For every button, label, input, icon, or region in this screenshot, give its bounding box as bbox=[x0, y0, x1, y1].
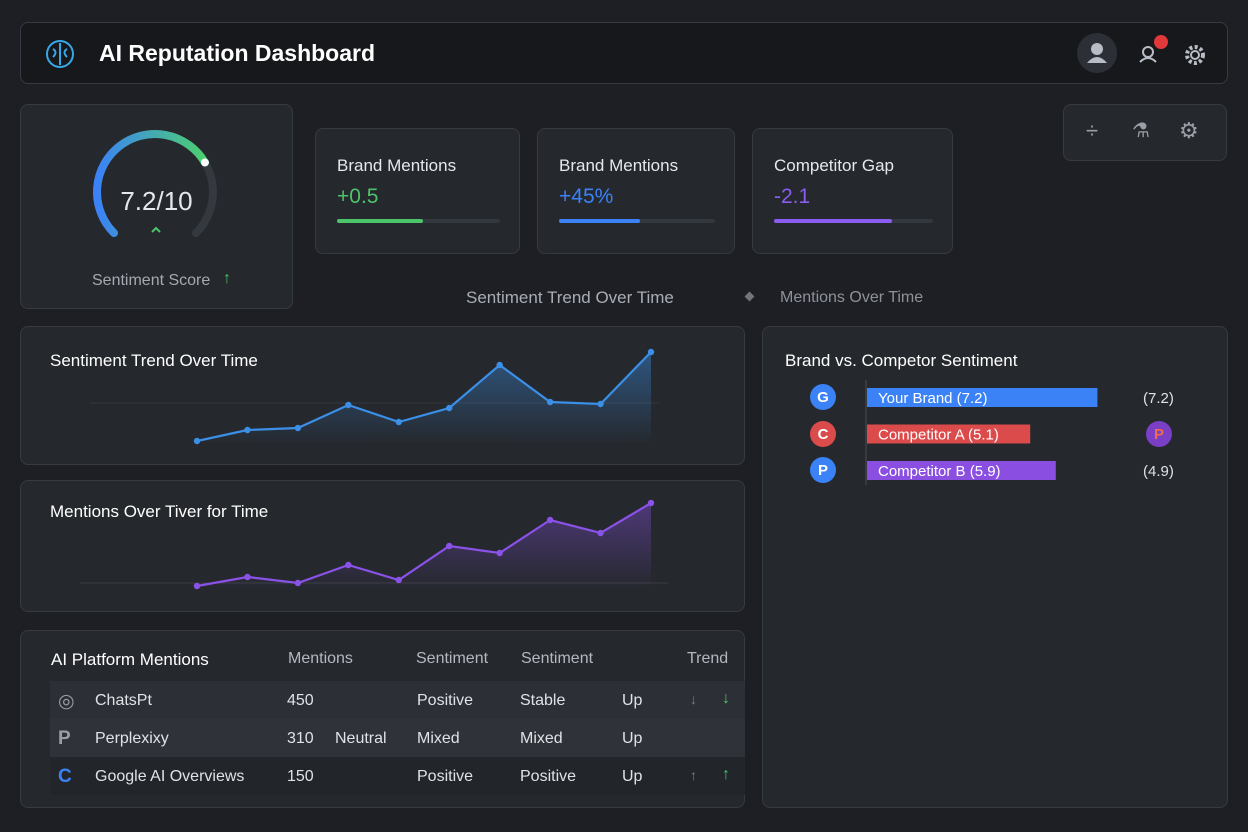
tab[interactable]: Mentions Over Time bbox=[780, 290, 923, 306]
chart-title: Mentions Over Tiver for Time bbox=[50, 503, 268, 520]
score-text: 7.2/10 bbox=[21, 188, 292, 214]
cell: Mixed bbox=[417, 730, 460, 748]
cell: 310 bbox=[287, 730, 314, 748]
cell: 150 bbox=[287, 768, 314, 786]
gear-tool[interactable]: ⚙ bbox=[1179, 120, 1199, 142]
kpi-title: Brand Mentions bbox=[559, 156, 678, 176]
up-arrow: ↑ bbox=[223, 271, 231, 287]
comparison-card: Brand vs. Competor Sentiment G C P P bbox=[762, 326, 1228, 808]
kpi-value: +0.5 bbox=[337, 185, 378, 209]
tools-card: ÷ ⚗ ⚙ bbox=[1063, 104, 1227, 161]
kpi-title: Competitor Gap bbox=[774, 156, 894, 176]
cell: 450 bbox=[287, 692, 314, 710]
google-icon: G bbox=[810, 384, 836, 410]
platform-icon: C bbox=[58, 766, 72, 788]
gauge-card: 7.2/10 Sentiment Score ↑ bbox=[20, 104, 293, 309]
table-row[interactable]: C Google AI Overviews 150 Positive Positive U… bbox=[50, 757, 745, 795]
cell: Perplexixy bbox=[95, 730, 169, 748]
header: AI Reputation Dashboard bbox=[20, 22, 1228, 84]
title: AI Reputation Dashboard bbox=[99, 42, 375, 65]
trend-arrow: ↑ bbox=[690, 767, 697, 783]
progress-track bbox=[774, 219, 933, 223]
kpi-title: Brand Mentions bbox=[337, 156, 456, 176]
cell: Neutral bbox=[335, 730, 387, 748]
flask-tool[interactable]: ⚗ bbox=[1132, 121, 1150, 141]
cell: Up bbox=[622, 768, 642, 786]
kpi-card: Brand Mentions +0.5 bbox=[315, 128, 520, 254]
cell: Positive bbox=[417, 768, 473, 786]
column-header: Mentions bbox=[288, 651, 353, 667]
divide-tool[interactable]: ÷ bbox=[1086, 120, 1098, 142]
cell: Up bbox=[622, 692, 642, 710]
progress-fill bbox=[774, 219, 892, 223]
profile-button[interactable] bbox=[1077, 33, 1117, 73]
cell: Mixed bbox=[520, 730, 563, 748]
cell: Stable bbox=[520, 692, 565, 710]
perplexity-icon: P bbox=[1146, 421, 1172, 447]
perplexity-icon: P bbox=[810, 457, 836, 483]
cell: Positive bbox=[417, 692, 473, 710]
competitor-icon: C bbox=[810, 421, 836, 447]
brain-logo bbox=[43, 37, 77, 71]
trend-arrow: ↓ bbox=[722, 690, 730, 708]
kpi-value: -2.1 bbox=[774, 185, 810, 209]
settings-button[interactable] bbox=[1181, 41, 1209, 69]
chart-title: Sentiment Trend Over Time bbox=[50, 352, 258, 369]
comparison-title: Brand vs. Competor Sentiment bbox=[785, 352, 1017, 369]
platform-icon: ◎ bbox=[58, 690, 75, 713]
column-header: Sentiment bbox=[416, 651, 488, 667]
progress-fill bbox=[337, 219, 423, 223]
kpi-card: Competitor Gap -2.1 bbox=[752, 128, 953, 254]
cell: Up bbox=[622, 730, 642, 748]
platform-icon: P bbox=[58, 728, 71, 750]
sentiment-card: Sentiment Trend Over Time bbox=[20, 326, 745, 465]
column-header: Sentiment bbox=[521, 651, 593, 667]
trend-arrow: ↓ bbox=[690, 691, 697, 707]
progress-fill bbox=[559, 219, 640, 223]
tab-separator bbox=[745, 292, 755, 302]
cell: Google AI Overviews bbox=[95, 768, 244, 786]
table-row[interactable]: ◎ ChatsPt 450 Positive Stable Up ↓ ↓ bbox=[50, 681, 745, 719]
mentions-card: Mentions Over Tiver for Time bbox=[20, 480, 745, 612]
cell: Positive bbox=[520, 768, 576, 786]
tab[interactable]: Sentiment Trend Over Time bbox=[466, 289, 674, 306]
cell: ChatsPt bbox=[95, 692, 152, 710]
column-header: Trend bbox=[687, 651, 728, 667]
table-row[interactable]: P Perplexixy 310 Neutral Mixed Mixed Up bbox=[50, 719, 745, 757]
table-title: AI Platform Mentions bbox=[51, 651, 209, 668]
progress-track bbox=[337, 219, 500, 223]
trend-arrow: ↑ bbox=[722, 766, 730, 784]
notifications-button[interactable] bbox=[1135, 35, 1165, 69]
kpi-card: Brand Mentions +45% bbox=[537, 128, 735, 254]
kpi-value: +45% bbox=[559, 185, 613, 209]
progress-track bbox=[559, 219, 715, 223]
gauge-caption: Sentiment Score bbox=[92, 273, 210, 289]
